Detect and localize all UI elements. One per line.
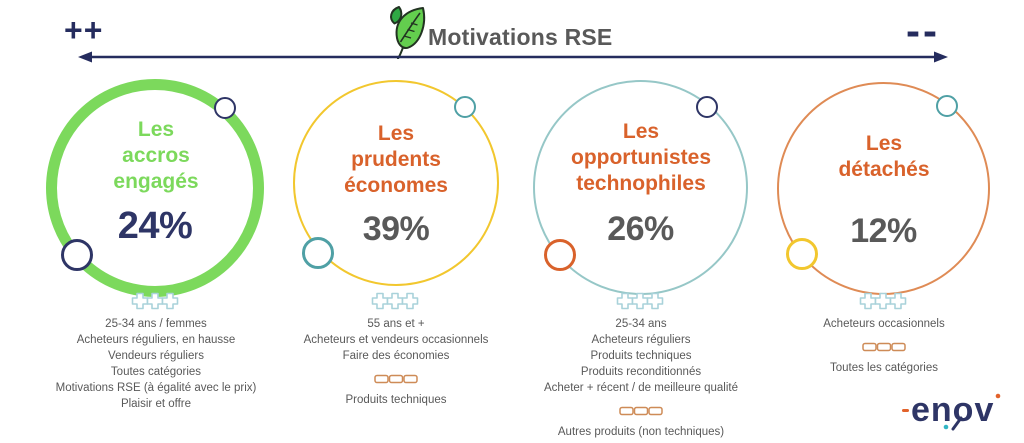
logo-dash bbox=[902, 409, 909, 412]
segment-likes: Acheteurs occasionnels bbox=[823, 318, 945, 330]
ring-marker-top-icon bbox=[454, 96, 476, 118]
logo-teal-dot bbox=[943, 424, 949, 430]
segment-traits: Acheteurs occasionnels Toutes les catégo… bbox=[764, 292, 1004, 376]
page-title: Motivations RSE bbox=[428, 24, 613, 50]
segment-dislikes: Toutes les catégories bbox=[829, 362, 939, 374]
axis-less-label: -- bbox=[906, 7, 940, 54]
minus-traits-icon bbox=[619, 406, 663, 416]
ring-marker-top-icon bbox=[696, 96, 718, 118]
segment-ring bbox=[46, 79, 264, 297]
segment-dislikes: Autres produits (non techniques) bbox=[557, 426, 725, 438]
minus-traits-icon bbox=[862, 342, 906, 352]
segment-likes: 55 ans et + Acheteurs et vendeurs occasi… bbox=[303, 318, 489, 362]
segment-name: Les accros engagés bbox=[113, 118, 199, 193]
plus-traits-icon bbox=[616, 292, 664, 310]
segment-percent: 39% bbox=[362, 210, 430, 248]
segment-name: Les prudents économes bbox=[344, 122, 448, 197]
plus-traits-icon bbox=[859, 292, 907, 310]
ring-marker-bottom-icon bbox=[544, 239, 576, 271]
ring-marker-bottom-icon bbox=[61, 239, 93, 271]
segment-traits: 25-34 ans / femmes Acheteurs réguliers, … bbox=[36, 292, 276, 412]
segment-name: Les détachés bbox=[838, 132, 930, 181]
segment-percent: 12% bbox=[850, 212, 917, 250]
segment-traits: 25-34 ans Acheteurs réguliers Produits t… bbox=[521, 292, 761, 440]
segment-name: Les opportunistes technophiles bbox=[571, 120, 711, 195]
minus-traits-icon bbox=[374, 374, 418, 384]
segment-dislikes: Produits techniques bbox=[345, 394, 447, 406]
logo-wordmark: enov bbox=[911, 391, 994, 429]
enov-logo: enov bbox=[902, 391, 1001, 431]
ring-marker-top-icon bbox=[214, 97, 236, 119]
ring-marker-bottom-icon bbox=[786, 238, 818, 270]
axis-arrow bbox=[78, 51, 948, 63]
segment-likes: 25-34 ans / femmes Acheteurs réguliers, … bbox=[55, 318, 257, 410]
ring-marker-bottom-icon bbox=[302, 237, 334, 269]
segment-traits: 55 ans et + Acheteurs et vendeurs occasi… bbox=[276, 292, 516, 408]
segment-percent: 26% bbox=[607, 210, 674, 248]
plus-traits-icon bbox=[371, 292, 419, 310]
axis-more-label: ++ bbox=[64, 12, 104, 48]
plus-traits-icon bbox=[131, 292, 179, 310]
magnifier-handle-icon bbox=[951, 416, 963, 431]
logo-orange-dot bbox=[995, 393, 1001, 399]
segment-ring bbox=[293, 80, 499, 286]
ring-marker-top-icon bbox=[936, 95, 958, 117]
segment-likes: 25-34 ans Acheteurs réguliers Produits t… bbox=[543, 318, 738, 394]
segment-percent: 24% bbox=[117, 205, 193, 247]
